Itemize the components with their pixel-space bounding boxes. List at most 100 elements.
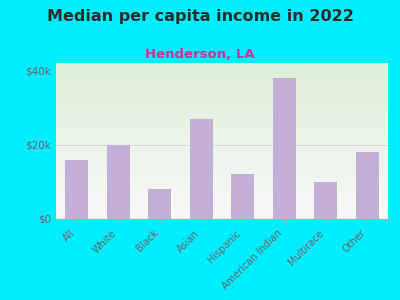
Bar xyxy=(56,188,388,189)
Bar xyxy=(56,164,388,166)
Bar xyxy=(56,146,388,147)
Bar xyxy=(56,142,388,144)
Bar xyxy=(56,119,388,121)
Bar xyxy=(56,155,388,157)
Bar xyxy=(56,116,388,118)
Bar xyxy=(148,189,171,219)
Bar xyxy=(56,79,388,80)
Bar xyxy=(314,182,337,219)
Bar xyxy=(56,111,388,113)
Bar xyxy=(56,103,388,105)
Bar xyxy=(56,97,388,99)
Bar xyxy=(356,152,379,219)
Bar xyxy=(56,136,388,138)
Bar xyxy=(56,216,388,218)
Bar xyxy=(56,107,388,108)
Bar xyxy=(56,218,388,219)
Bar xyxy=(56,149,388,150)
Bar xyxy=(56,138,388,140)
Bar xyxy=(56,203,388,205)
Bar xyxy=(56,69,388,71)
Bar xyxy=(56,93,388,94)
Bar xyxy=(56,196,388,197)
Bar xyxy=(56,144,388,146)
Bar xyxy=(56,115,388,116)
Bar xyxy=(56,127,388,128)
Bar xyxy=(56,108,388,110)
Bar xyxy=(56,166,388,167)
Bar xyxy=(56,199,388,200)
Bar xyxy=(56,77,388,79)
Bar xyxy=(56,94,388,96)
Bar xyxy=(56,158,388,160)
Text: Henderson, LA: Henderson, LA xyxy=(145,48,255,61)
Bar xyxy=(56,172,388,174)
Bar xyxy=(56,102,388,104)
Bar xyxy=(56,174,388,175)
Bar xyxy=(56,169,388,171)
Bar xyxy=(56,193,388,194)
Bar xyxy=(56,206,388,208)
Bar xyxy=(56,210,388,211)
Bar xyxy=(56,125,388,127)
Bar xyxy=(65,160,88,219)
Bar xyxy=(56,191,388,193)
Bar xyxy=(56,128,388,130)
Bar xyxy=(56,135,388,136)
Bar xyxy=(56,160,388,161)
Bar xyxy=(56,121,388,122)
Text: Median per capita income in 2022: Median per capita income in 2022 xyxy=(46,9,354,24)
Bar xyxy=(56,147,388,149)
Bar xyxy=(56,132,388,133)
Bar xyxy=(56,150,388,152)
Bar xyxy=(56,122,388,124)
Bar xyxy=(56,189,388,191)
Bar xyxy=(56,185,388,186)
Bar xyxy=(56,82,388,83)
Bar xyxy=(56,91,388,93)
Bar xyxy=(56,152,388,154)
Bar xyxy=(273,78,296,219)
Bar xyxy=(56,86,388,88)
Bar xyxy=(56,133,388,135)
Bar xyxy=(56,167,388,169)
Bar xyxy=(56,197,388,199)
Bar xyxy=(56,113,388,115)
Bar xyxy=(56,88,388,89)
Bar xyxy=(56,89,388,91)
Bar xyxy=(56,68,388,69)
Bar xyxy=(56,171,388,172)
Bar xyxy=(56,186,388,188)
Bar xyxy=(56,124,388,125)
Bar xyxy=(56,64,388,66)
Bar xyxy=(56,205,388,206)
Bar xyxy=(56,200,388,202)
Bar xyxy=(56,157,388,158)
Bar xyxy=(56,175,388,177)
Bar xyxy=(56,214,388,216)
Bar xyxy=(56,194,388,196)
Bar xyxy=(56,83,388,85)
Bar xyxy=(56,130,388,132)
Bar xyxy=(190,119,213,219)
Bar xyxy=(56,208,388,210)
Bar xyxy=(107,145,130,219)
Bar xyxy=(56,63,388,64)
Bar xyxy=(56,180,388,182)
Bar xyxy=(56,85,388,86)
Bar xyxy=(56,110,388,111)
Bar xyxy=(56,140,388,141)
Bar xyxy=(56,141,388,142)
Bar xyxy=(56,74,388,76)
Bar xyxy=(56,178,388,180)
Bar xyxy=(56,213,388,214)
Bar xyxy=(56,105,388,107)
Bar xyxy=(56,202,388,203)
Bar xyxy=(56,161,388,163)
Bar xyxy=(56,211,388,213)
Bar xyxy=(56,183,388,185)
Bar xyxy=(56,100,388,102)
Bar xyxy=(56,71,388,72)
Bar xyxy=(56,177,388,178)
Bar xyxy=(56,76,388,77)
